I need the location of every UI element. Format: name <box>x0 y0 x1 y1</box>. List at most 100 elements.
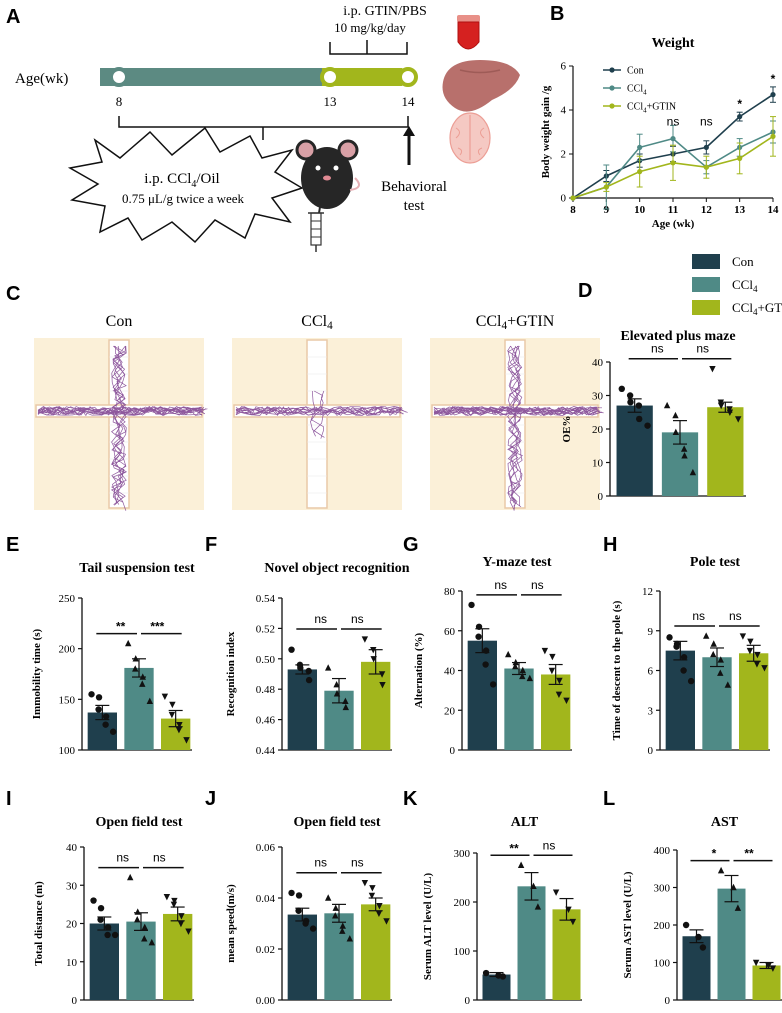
data-point-gtin <box>549 653 556 661</box>
data-point-gtin <box>171 897 178 905</box>
panel-a: A i.p. GTIN/PBS 10 mg/kg/day Age(wk) 8 1… <box>6 4 520 252</box>
data-point-gtin <box>709 366 716 373</box>
bar-ccl4 <box>504 668 534 750</box>
chart-title: Elevated plus maze <box>620 329 735 344</box>
panel-letter-a: A <box>6 6 20 28</box>
data-point-gtin <box>761 665 768 672</box>
data-point-gtin <box>163 894 171 901</box>
data-point-ccl4 <box>681 452 688 459</box>
y-tick-label: 0 <box>598 491 604 503</box>
x-tick-label: 13 <box>734 204 746 216</box>
data-point-con <box>288 889 295 897</box>
data-point-gtin <box>369 885 376 892</box>
data-point-gtin <box>555 691 563 699</box>
data-point-ccl4 <box>703 632 710 639</box>
significance-label: ns <box>153 851 166 865</box>
maze-vertical-arm <box>306 339 328 509</box>
significance-label: ns <box>651 342 664 356</box>
x-tick-label: 12 <box>701 204 713 216</box>
chart-title: Y-maze test <box>482 555 551 570</box>
data-point-ccl4 <box>512 662 519 670</box>
data-point-con <box>695 933 702 941</box>
data-point-con <box>95 694 103 701</box>
data-point-ccl4 <box>530 882 537 890</box>
data-point-gtin <box>361 636 369 643</box>
data-point-con <box>703 144 709 150</box>
data-point-gtin <box>178 913 185 920</box>
bar-gtin <box>552 909 581 1000</box>
data-point-con <box>699 944 707 951</box>
maze-title-2-sub: 4 <box>327 320 333 332</box>
data-point-gtin <box>746 647 754 655</box>
y-tick-label: 10 <box>592 458 604 470</box>
data-point-con <box>288 646 295 653</box>
significance-label: ns <box>351 856 364 870</box>
burst-line-1: i.p. CCl4/Oil <box>144 171 219 190</box>
y-tick-label: 60 <box>444 626 456 638</box>
gtin-dose-label: 10 mg/kg/day <box>334 20 406 35</box>
data-point-gtin <box>185 928 192 935</box>
behavior-arrow-head <box>403 126 415 136</box>
y-tick-label: 12 <box>642 586 653 598</box>
chart-title: Open field test <box>95 815 182 830</box>
significance-label: *** <box>150 620 164 634</box>
y-axis-label: mean speed(m/s) <box>225 884 237 963</box>
significance-label: ns <box>667 114 680 128</box>
data-point-gtin <box>370 656 377 663</box>
data-point-ccl4 <box>670 136 676 142</box>
burst-line-2: 0.75 μL/g twice a week <box>122 191 245 206</box>
data-point-gtin <box>747 638 754 646</box>
panel-letter-j: J <box>205 788 216 810</box>
timeline-node-8 <box>109 67 129 87</box>
significance-label: ** <box>116 620 126 634</box>
bar-chart-i: Open field test 0 10 20 30 40 Total distance (… <box>33 815 194 1007</box>
y-tick-label: 0.00 <box>256 995 276 1007</box>
data-point-ccl4 <box>325 894 332 901</box>
maze-title-1: Con <box>106 313 133 330</box>
tick-week-14: 14 <box>402 94 416 109</box>
data-point-ccl4 <box>637 144 643 150</box>
maze-title-3: CCl4+GTIN <box>476 313 555 332</box>
weight-line-chart: Weight 0 2 4 6 8 9 10 11 12 13 14 Age (wk) Body weigh… <box>540 36 779 230</box>
bar-con <box>287 669 317 750</box>
data-point-gtin <box>737 155 743 161</box>
y-tick-label: 2 <box>561 149 567 161</box>
data-point-ccl4 <box>139 673 146 680</box>
age-axis-label: Age(wk) <box>15 71 68 87</box>
legend-label-suffix: +GTIN <box>647 102 677 113</box>
data-point-gtin <box>717 399 725 406</box>
data-point-con <box>97 905 105 912</box>
significance-label: ns <box>543 838 556 852</box>
y-tick-label: 30 <box>592 391 604 403</box>
x-tick-label: 10 <box>634 204 646 216</box>
significance-label: * <box>712 847 717 861</box>
y-tick-label: 0.48 <box>256 684 276 696</box>
data-point-ccl4 <box>689 468 697 476</box>
legend-label-main: CCl <box>627 84 643 95</box>
data-point-con <box>109 728 117 735</box>
data-point-gtin <box>753 661 761 668</box>
significance-label: ns <box>314 856 327 870</box>
legend-entry-gtin-sub: 4 <box>753 307 758 317</box>
significance-label: ns <box>700 114 713 128</box>
maze-title-1-main: Con <box>106 313 133 330</box>
data-point-gtin <box>717 402 725 410</box>
data-point-ccl4 <box>734 904 742 911</box>
y-tick-label: 150 <box>59 694 76 706</box>
data-point-con <box>626 392 634 399</box>
data-point-con <box>737 114 743 120</box>
bar-chart-j: Open field test 0.00 0.02 0.04 0.06 mean spee… <box>225 815 392 1007</box>
y-tick-label: 0 <box>648 745 654 757</box>
data-point-ccl4 <box>672 411 679 419</box>
legend-marker <box>609 103 615 109</box>
data-point-ccl4 <box>342 697 349 705</box>
legend-entry-con-main: Con <box>732 254 754 269</box>
y-tick-label: 30 <box>66 880 78 892</box>
data-point-gtin <box>368 892 376 900</box>
data-point-gtin <box>552 889 560 896</box>
data-point-ccl4 <box>710 650 717 658</box>
data-point-con <box>305 667 312 675</box>
data-point-con <box>673 643 680 650</box>
data-point-gtin <box>175 727 183 734</box>
